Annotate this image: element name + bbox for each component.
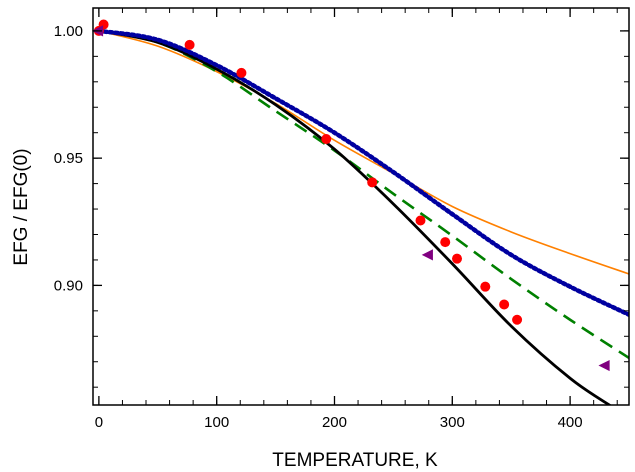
tick-layer: 0 100 200 300 400 0.90 0.95 1.00 [54, 8, 629, 431]
red-circle-point [452, 253, 463, 264]
y-tick-label: 0.90 [54, 277, 83, 294]
red-circle-point [367, 177, 378, 188]
orange-thin-curve [98, 30, 629, 275]
y-axis-title: EFG / EFG(0) [11, 148, 32, 265]
red-circle-point [499, 299, 510, 310]
plot-frame [92, 7, 630, 406]
x-tick-label: 100 [204, 414, 229, 431]
red-circle-point [440, 237, 451, 248]
red-circle-point [184, 39, 195, 50]
red-circle-point [512, 314, 523, 325]
blue-dotted-curve [96, 28, 629, 317]
x-tick-label: 0 [95, 414, 103, 431]
x-axis-title: TEMPERATURE, K [272, 450, 438, 471]
red-circle-point [415, 215, 426, 226]
black-solid-curve [97, 29, 612, 405]
purple-triangle-point [598, 359, 610, 372]
red-circle-point [480, 281, 491, 292]
green-dashed-curve [98, 29, 629, 360]
x-tick-label: 200 [322, 414, 347, 431]
purple-triangle-point [421, 249, 433, 261]
red-circle-point [236, 67, 247, 78]
x-tick-label: 300 [440, 414, 465, 431]
y-tick-label: 1.00 [54, 23, 83, 40]
plot-layer [91, 19, 629, 405]
x-tick-label: 400 [558, 414, 583, 431]
red-circle-point [321, 134, 332, 145]
y-tick-label: 0.95 [54, 150, 83, 167]
